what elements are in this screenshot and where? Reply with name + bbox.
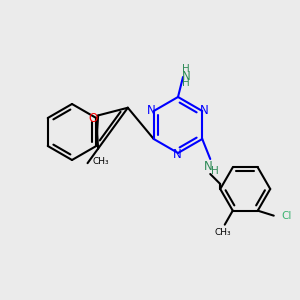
Text: Cl: Cl: [282, 211, 292, 221]
Text: H: H: [212, 166, 219, 176]
Text: CH₃: CH₃: [93, 157, 109, 166]
Text: H: H: [182, 78, 190, 88]
Text: N: N: [204, 160, 213, 173]
Text: N: N: [146, 103, 155, 116]
Text: N: N: [200, 103, 208, 116]
Text: CH₃: CH₃: [214, 228, 231, 237]
Text: H: H: [182, 64, 190, 74]
Text: N: N: [172, 148, 182, 160]
Text: N: N: [182, 70, 190, 83]
Text: O: O: [88, 112, 98, 125]
